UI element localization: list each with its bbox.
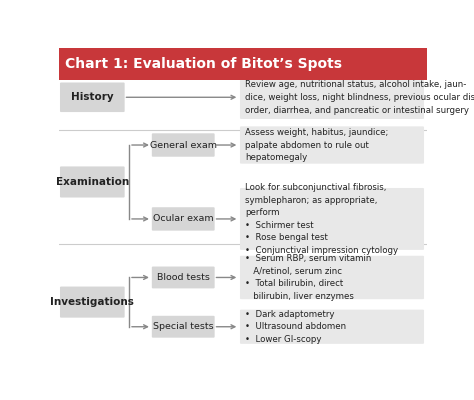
- Text: Investigations: Investigations: [50, 297, 134, 307]
- Text: Ocular exam: Ocular exam: [153, 214, 214, 224]
- Text: Review age, nutritional status, alcohol intake, jaun-
dice, weight loss, night b: Review age, nutritional status, alcohol …: [246, 80, 474, 115]
- Text: Blood tests: Blood tests: [157, 273, 210, 282]
- FancyBboxPatch shape: [60, 82, 125, 112]
- FancyBboxPatch shape: [60, 166, 125, 198]
- Text: Examination: Examination: [55, 177, 129, 187]
- Text: Chart 1: Evaluation of Bitot’s Spots: Chart 1: Evaluation of Bitot’s Spots: [65, 57, 342, 71]
- Text: History: History: [71, 92, 114, 102]
- Text: Look for subconjunctival fibrosis,
symblepharon; as appropriate,
perform
•  Schi: Look for subconjunctival fibrosis, symbl…: [246, 183, 399, 255]
- FancyBboxPatch shape: [152, 266, 215, 288]
- FancyBboxPatch shape: [240, 76, 424, 119]
- FancyBboxPatch shape: [59, 48, 427, 80]
- FancyBboxPatch shape: [240, 256, 424, 299]
- FancyBboxPatch shape: [60, 286, 125, 318]
- FancyBboxPatch shape: [240, 126, 424, 164]
- Text: •  Serum RBP, serum vitamin
   A/retinol, serum zinc
•  Total bilirubin, direct
: • Serum RBP, serum vitamin A/retinol, se…: [246, 254, 372, 301]
- Text: General exam: General exam: [150, 140, 217, 150]
- FancyBboxPatch shape: [152, 207, 215, 231]
- Text: •  Dark adaptometry
•  Ultrasound abdomen
•  Lower GI-scopy: • Dark adaptometry • Ultrasound abdomen …: [246, 310, 346, 344]
- Text: Assess weight, habitus, jaundice;
palpate abdomen to rule out
hepatomegaly: Assess weight, habitus, jaundice; palpat…: [246, 128, 389, 162]
- Text: Special tests: Special tests: [153, 322, 214, 331]
- FancyBboxPatch shape: [240, 310, 424, 344]
- FancyBboxPatch shape: [152, 133, 215, 157]
- FancyBboxPatch shape: [240, 188, 424, 250]
- FancyBboxPatch shape: [152, 316, 215, 338]
